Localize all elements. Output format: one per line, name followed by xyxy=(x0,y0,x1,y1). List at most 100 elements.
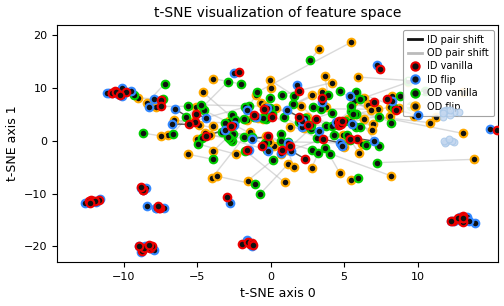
Point xyxy=(344,116,352,121)
Point xyxy=(326,151,334,156)
Point xyxy=(226,200,234,205)
Point xyxy=(322,104,330,109)
Point xyxy=(459,215,467,220)
Point xyxy=(386,114,394,119)
Point xyxy=(143,101,151,106)
Point xyxy=(450,140,458,144)
Point xyxy=(261,141,269,146)
Point xyxy=(228,112,236,117)
Point xyxy=(456,215,464,220)
Point xyxy=(197,103,205,107)
Point xyxy=(256,192,264,196)
Point xyxy=(89,199,97,203)
Point xyxy=(116,92,124,97)
Point xyxy=(128,89,136,94)
Point xyxy=(289,102,297,107)
Point xyxy=(85,199,93,204)
Point xyxy=(352,124,360,129)
Point xyxy=(139,187,147,192)
Point xyxy=(202,116,210,121)
Legend: ID pair shift, OD pair shift, ID vanilla, ID flip, OD vanilla, OD flip: ID pair shift, OD pair shift, ID vanilla… xyxy=(403,30,493,117)
Point xyxy=(286,144,294,149)
Point xyxy=(138,249,146,254)
Point xyxy=(463,215,471,220)
Point xyxy=(265,140,273,145)
Point xyxy=(200,108,208,113)
Point xyxy=(157,133,165,138)
Point xyxy=(130,93,138,98)
Point xyxy=(373,107,382,112)
Point xyxy=(209,149,217,154)
Point xyxy=(213,174,221,179)
Point xyxy=(249,114,258,119)
Point xyxy=(336,140,344,145)
Point xyxy=(373,63,382,68)
Point xyxy=(266,77,274,82)
Point xyxy=(139,188,147,193)
Point xyxy=(245,129,254,134)
Point xyxy=(457,217,465,222)
Point xyxy=(459,131,467,136)
Point xyxy=(88,199,96,204)
Point xyxy=(373,160,382,165)
Point xyxy=(254,116,262,121)
Point xyxy=(459,89,467,94)
Point xyxy=(376,67,384,72)
Point xyxy=(331,132,339,137)
Point xyxy=(264,134,272,139)
Point xyxy=(143,204,151,209)
Point xyxy=(432,114,440,119)
Point xyxy=(198,136,206,140)
Point xyxy=(243,107,251,112)
Point xyxy=(181,115,190,120)
Point xyxy=(137,185,145,190)
Point xyxy=(108,91,116,96)
Point xyxy=(315,47,323,51)
Point xyxy=(448,219,456,224)
Point xyxy=(332,122,340,127)
Point xyxy=(81,201,89,206)
Point xyxy=(346,119,354,124)
Point xyxy=(230,122,238,127)
Point xyxy=(328,80,336,85)
Point xyxy=(347,40,355,45)
Point xyxy=(228,139,236,144)
Point xyxy=(268,112,276,117)
Point xyxy=(260,116,268,121)
Point xyxy=(338,119,346,124)
Point xyxy=(198,105,206,110)
Point xyxy=(122,90,130,95)
Point xyxy=(229,131,237,136)
Point xyxy=(146,246,154,251)
Point xyxy=(442,139,450,144)
Point xyxy=(160,206,168,211)
Point xyxy=(155,205,163,210)
Point xyxy=(168,121,176,126)
Point xyxy=(230,71,238,76)
Point xyxy=(354,75,362,80)
Point xyxy=(493,128,501,133)
Point xyxy=(152,205,160,210)
Point xyxy=(209,76,217,81)
Point xyxy=(322,124,330,129)
Point xyxy=(264,148,272,153)
Point xyxy=(348,122,356,127)
Point xyxy=(145,243,153,248)
Point xyxy=(261,107,269,112)
Point xyxy=(307,147,316,152)
Point xyxy=(397,94,405,99)
Point xyxy=(137,250,145,255)
Point xyxy=(223,80,231,84)
Point xyxy=(253,90,261,95)
Point xyxy=(355,124,363,129)
Point xyxy=(355,151,363,155)
Point xyxy=(122,89,130,94)
Point xyxy=(439,109,448,114)
Point xyxy=(340,145,348,150)
Point xyxy=(322,145,330,150)
Point xyxy=(486,126,494,131)
Point xyxy=(240,117,248,122)
Point xyxy=(356,97,364,102)
Point xyxy=(272,106,280,111)
Point xyxy=(201,130,209,135)
